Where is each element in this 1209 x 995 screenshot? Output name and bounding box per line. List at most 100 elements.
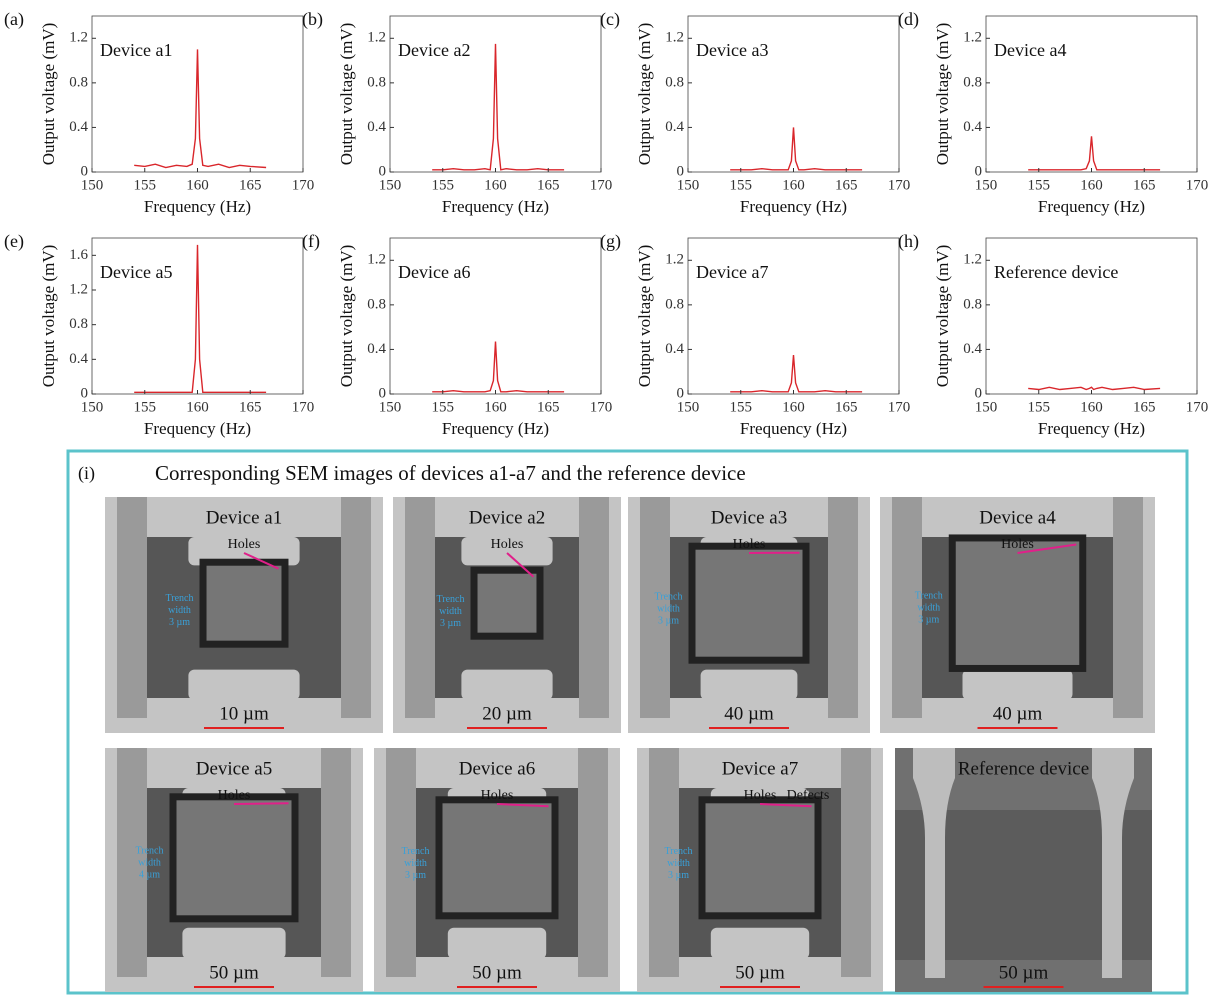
x-axis-label: Frequency (Hz) xyxy=(144,419,251,438)
holes-arrow xyxy=(243,552,279,570)
x-tick-label: 165 xyxy=(835,399,858,415)
trench-label: 3 µm xyxy=(658,615,679,626)
scale-label: 50 µm xyxy=(999,962,1049,983)
scale-bg xyxy=(192,964,276,990)
electrode xyxy=(386,748,416,977)
trench-label: Trench xyxy=(915,591,943,602)
x-tick-label: 155 xyxy=(730,177,753,193)
scale-label: 50 µm xyxy=(735,962,785,983)
y-tick-label: 0 xyxy=(975,163,983,179)
chart-title: Device a5 xyxy=(100,262,172,282)
membrane xyxy=(477,573,537,633)
panel-label: (f) xyxy=(302,231,320,252)
y-tick-label: 1.2 xyxy=(69,30,88,46)
trench-label: Trench xyxy=(437,594,465,605)
electrode xyxy=(321,748,351,977)
x-tick-label: 165 xyxy=(537,177,560,193)
electrode xyxy=(405,497,435,718)
scale-bg xyxy=(707,705,791,731)
sem-title: Corresponding SEM images of devices a1-a… xyxy=(155,461,746,485)
y-tick-label: 0.8 xyxy=(69,316,88,332)
y-tick-label: 0.4 xyxy=(963,341,982,357)
x-tick-label: 170 xyxy=(590,177,613,193)
electrode xyxy=(841,748,871,977)
holes-arrow xyxy=(506,552,535,578)
panel-label: (h) xyxy=(898,231,919,252)
trench-label: width xyxy=(917,603,940,614)
x-axis-label: Frequency (Hz) xyxy=(1038,197,1145,216)
y-tick-label: 0.4 xyxy=(69,351,88,367)
chart-title: Device a4 xyxy=(994,40,1066,60)
y-axis-label: Output voltage (mV) xyxy=(337,245,356,388)
y-tick-label: 0 xyxy=(677,163,685,179)
sem-notch xyxy=(182,927,286,959)
x-tick-label: 150 xyxy=(81,399,104,415)
y-tick-label: 0.4 xyxy=(963,119,982,135)
scale-bg xyxy=(202,705,286,731)
x-tick-label: 170 xyxy=(1186,399,1209,415)
electrode xyxy=(578,748,608,977)
holes-label: Holes xyxy=(744,788,777,803)
sem-image: Reference device 50 µm xyxy=(895,748,1152,992)
y-tick-label: 0.4 xyxy=(69,119,88,135)
y-tick-label: 0 xyxy=(379,163,387,179)
x-tick-label: 155 xyxy=(134,399,157,415)
x-axis-label: Frequency (Hz) xyxy=(442,197,549,216)
trench-label: Trench xyxy=(136,846,164,857)
x-tick-label: 155 xyxy=(432,177,455,193)
x-tick-label: 165 xyxy=(239,177,262,193)
sem-title: Device a4 xyxy=(979,507,1056,528)
panel-label: (i) xyxy=(78,463,95,484)
y-tick-label: 0.4 xyxy=(367,341,386,357)
chart-title: Reference device xyxy=(994,262,1118,282)
y-tick-label: 1.2 xyxy=(367,30,386,46)
y-axis-label: Output voltage (mV) xyxy=(933,245,952,388)
trench-label: 3 µm xyxy=(668,870,689,881)
y-tick-label: 0.4 xyxy=(665,119,684,135)
x-tick-label: 155 xyxy=(730,399,753,415)
y-tick-label: 0 xyxy=(81,385,89,401)
y-tick-label: 0.4 xyxy=(367,119,386,135)
y-axis-label: Output voltage (mV) xyxy=(39,23,58,166)
electrode xyxy=(1113,497,1143,718)
membrane xyxy=(955,541,1080,665)
holes-label: Holes xyxy=(491,537,524,552)
trench-label: width xyxy=(667,858,690,869)
x-tick-label: 170 xyxy=(888,399,911,415)
data-line xyxy=(432,43,565,171)
trench-label: Trench xyxy=(655,591,683,602)
sem-notch xyxy=(188,537,300,566)
y-tick-label: 1.6 xyxy=(69,247,88,263)
membrane xyxy=(176,800,292,916)
sem-title: Device a6 xyxy=(459,758,535,779)
scale-bg xyxy=(718,964,802,990)
chart-title: Device a6 xyxy=(398,262,470,282)
x-tick-label: 150 xyxy=(677,177,700,193)
membrane xyxy=(695,549,803,657)
data-line xyxy=(134,49,267,169)
y-tick-label: 0.8 xyxy=(963,74,982,90)
scale-label: 10 µm xyxy=(219,703,269,724)
electrode xyxy=(640,497,670,718)
y-tick-label: 0 xyxy=(677,385,685,401)
y-tick-label: 0.8 xyxy=(69,74,88,90)
x-tick-label: 150 xyxy=(379,399,402,415)
y-tick-label: 0 xyxy=(81,163,89,179)
holes-label: Holes xyxy=(218,788,251,803)
holes-arrow xyxy=(1017,543,1077,554)
scale-label: 50 µm xyxy=(209,962,259,983)
data-line xyxy=(134,244,267,393)
sem-notch xyxy=(962,669,1073,700)
y-tick-label: 0.4 xyxy=(665,341,684,357)
x-tick-label: 165 xyxy=(239,399,262,415)
data-line xyxy=(730,127,863,171)
scale-bg xyxy=(981,964,1066,990)
electrode xyxy=(341,497,371,718)
x-tick-label: 160 xyxy=(782,177,805,193)
holes-arrow xyxy=(233,802,289,805)
x-axis-label: Frequency (Hz) xyxy=(442,419,549,438)
y-tick-label: 1.2 xyxy=(367,252,386,268)
